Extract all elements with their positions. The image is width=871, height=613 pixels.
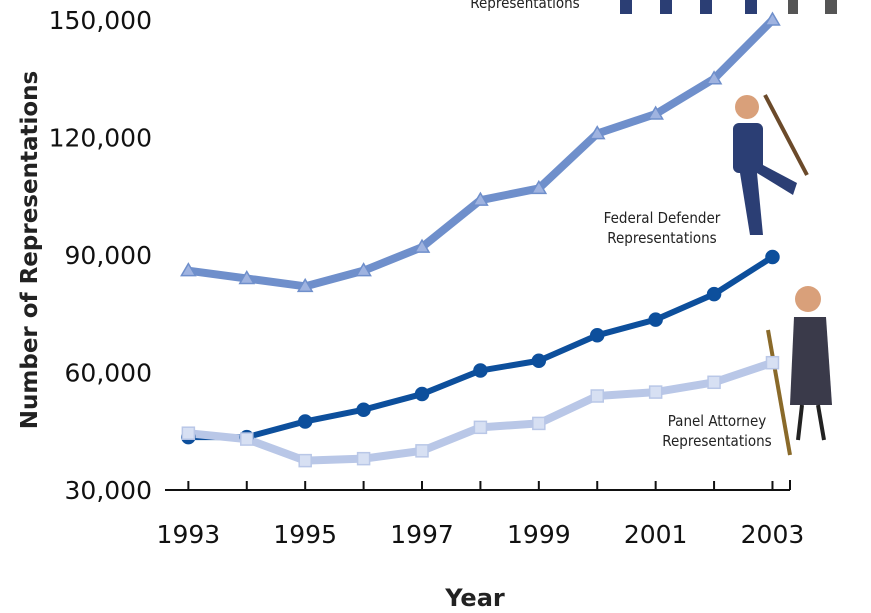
marker	[590, 389, 604, 403]
x-tick-label: 2001	[624, 520, 688, 549]
marker	[648, 385, 663, 399]
marker	[473, 363, 488, 378]
series-label: Federal Defender Representations	[603, 209, 721, 247]
marker	[764, 11, 781, 26]
marker	[240, 432, 254, 446]
marker	[180, 262, 197, 277]
marker	[414, 386, 430, 402]
x-axis-label: Year	[445, 584, 505, 612]
y-tick-label: 30,000	[65, 476, 152, 505]
marker	[356, 451, 371, 466]
marker	[415, 444, 429, 458]
x-tick-label: 1993	[157, 520, 221, 549]
x-tick-label: 1997	[390, 520, 454, 549]
marker	[356, 402, 371, 417]
marker	[296, 277, 314, 293]
marker	[647, 105, 664, 120]
x-tick-label: 1999	[507, 520, 571, 549]
marker	[588, 125, 606, 140]
y-tick-label: 60,000	[65, 359, 152, 388]
marker	[297, 414, 313, 429]
marker	[355, 262, 372, 277]
marker	[298, 453, 312, 468]
y-tick-label: 150,000	[49, 6, 152, 35]
marker	[531, 353, 547, 368]
y-tick-label: 120,000	[49, 124, 152, 153]
series-label: Panel Attorney Representations	[662, 412, 772, 450]
marker	[472, 191, 489, 206]
y-axis-label: Number of Representations	[17, 70, 43, 430]
x-tick-label: 1995	[273, 520, 337, 549]
marker	[413, 238, 431, 253]
marker	[705, 70, 723, 85]
marker	[648, 312, 663, 327]
marker	[530, 179, 548, 195]
marker	[532, 416, 546, 431]
marker	[181, 426, 196, 440]
marker	[238, 270, 256, 285]
marker	[765, 249, 780, 265]
marker	[473, 420, 488, 435]
series-label: Representations	[470, 0, 580, 12]
marker	[706, 286, 722, 302]
illustration	[620, 0, 837, 456]
x-tick-label: 2003	[741, 520, 805, 549]
y-tick-label: 90,000	[65, 241, 152, 270]
marker	[707, 375, 721, 390]
marker	[765, 355, 780, 370]
marker	[589, 328, 605, 343]
